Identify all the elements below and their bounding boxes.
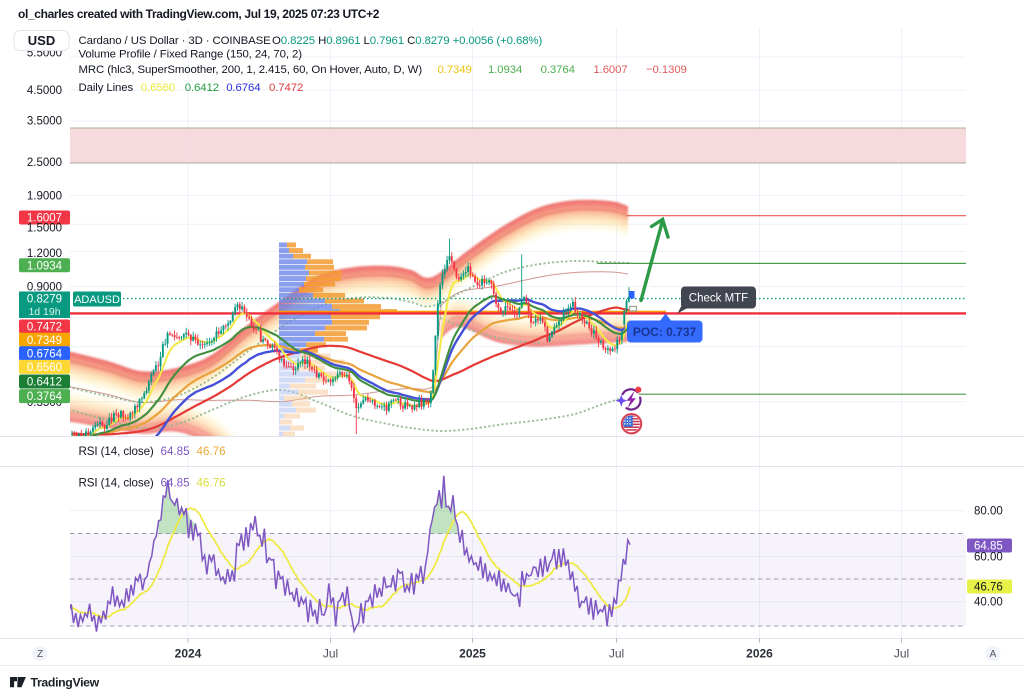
svg-text:0.3764: 0.3764 — [27, 391, 63, 403]
svg-text:−0.1309: −0.1309 — [646, 64, 687, 76]
svg-text:Daily Lines: Daily Lines — [79, 82, 134, 94]
svg-text:POC: 0.737: POC: 0.737 — [633, 325, 697, 339]
svg-text:0.3764: 0.3764 — [541, 64, 575, 76]
svg-text:1d 19h: 1d 19h — [28, 306, 60, 318]
svg-text:2026: 2026 — [746, 647, 773, 661]
svg-text:46.76: 46.76 — [197, 477, 226, 490]
svg-text:2.5000: 2.5000 — [27, 157, 62, 169]
svg-text:3.5000: 3.5000 — [27, 116, 62, 128]
svg-text:1.0934: 1.0934 — [27, 260, 63, 272]
svg-text:0.7349: 0.7349 — [27, 335, 62, 347]
svg-text:1.0934: 1.0934 — [488, 64, 522, 76]
svg-text:64.85: 64.85 — [161, 445, 190, 458]
svg-text:46.76: 46.76 — [974, 582, 1003, 594]
svg-text:Jul: Jul — [323, 647, 338, 661]
svg-text:USD: USD — [28, 33, 55, 48]
svg-text:0.9000: 0.9000 — [27, 282, 62, 294]
svg-text:0.6764: 0.6764 — [27, 348, 63, 360]
svg-text:Z: Z — [37, 649, 43, 660]
svg-text:ol_charles created with Tradin: ol_charles created with TradingView.com,… — [18, 7, 380, 21]
svg-text:RSI (14, close): RSI (14, close) — [79, 445, 154, 458]
svg-text:A: A — [990, 649, 997, 660]
svg-text:0.6412: 0.6412 — [185, 82, 219, 94]
svg-text:Cardano / US Dollar · 3D · COI: Cardano / US Dollar · 3D · COINBASE — [79, 35, 272, 47]
svg-text:0.8279: 0.8279 — [27, 294, 62, 306]
svg-text:1.6007: 1.6007 — [27, 213, 62, 225]
svg-text:0.7472: 0.7472 — [269, 82, 303, 94]
svg-text:2025: 2025 — [459, 647, 486, 661]
svg-text:0.6560: 0.6560 — [141, 82, 175, 94]
svg-text:64.85: 64.85 — [974, 541, 1003, 553]
svg-text:ADAUSD: ADAUSD — [74, 294, 120, 306]
svg-text:Jul: Jul — [894, 647, 909, 661]
svg-text:0.7349: 0.7349 — [438, 64, 472, 76]
svg-text:2024: 2024 — [175, 647, 202, 661]
svg-text:1.9000: 1.9000 — [27, 190, 62, 202]
svg-text:Volume Profile / Fixed Range (: Volume Profile / Fixed Range (150, 24, 7… — [79, 49, 303, 61]
svg-text:Jul: Jul — [609, 647, 624, 661]
svg-text:0.6764: 0.6764 — [226, 82, 260, 94]
svg-text:1.5000: 1.5000 — [27, 222, 62, 234]
svg-text:0.7472: 0.7472 — [27, 322, 62, 334]
svg-text:64.85: 64.85 — [161, 477, 190, 490]
svg-text:0.6412: 0.6412 — [27, 377, 62, 389]
svg-text:TradingView: TradingView — [31, 676, 100, 690]
svg-text:40.00: 40.00 — [974, 597, 1003, 609]
svg-text:0.6560: 0.6560 — [27, 362, 62, 374]
svg-text:4.5000: 4.5000 — [27, 85, 62, 97]
svg-text:80.00: 80.00 — [974, 506, 1003, 518]
svg-text:1.6007: 1.6007 — [593, 64, 627, 76]
svg-text:RSI (14, close): RSI (14, close) — [79, 477, 154, 490]
svg-text:O0.8225 H0.8961 L0.7961 C0.: O0.8225 H0.8961 L0.7961 C0.8279 +0.0056 … — [272, 35, 542, 47]
svg-text:1.2000: 1.2000 — [27, 248, 62, 260]
svg-text:46.76: 46.76 — [197, 445, 226, 458]
svg-text:MRC (hlc3, SuperSmoother, 200,: MRC (hlc3, SuperSmoother, 200, 1, 2.415,… — [79, 64, 423, 76]
svg-text:60.00: 60.00 — [974, 552, 1003, 564]
svg-text:Check MTF: Check MTF — [689, 293, 748, 305]
